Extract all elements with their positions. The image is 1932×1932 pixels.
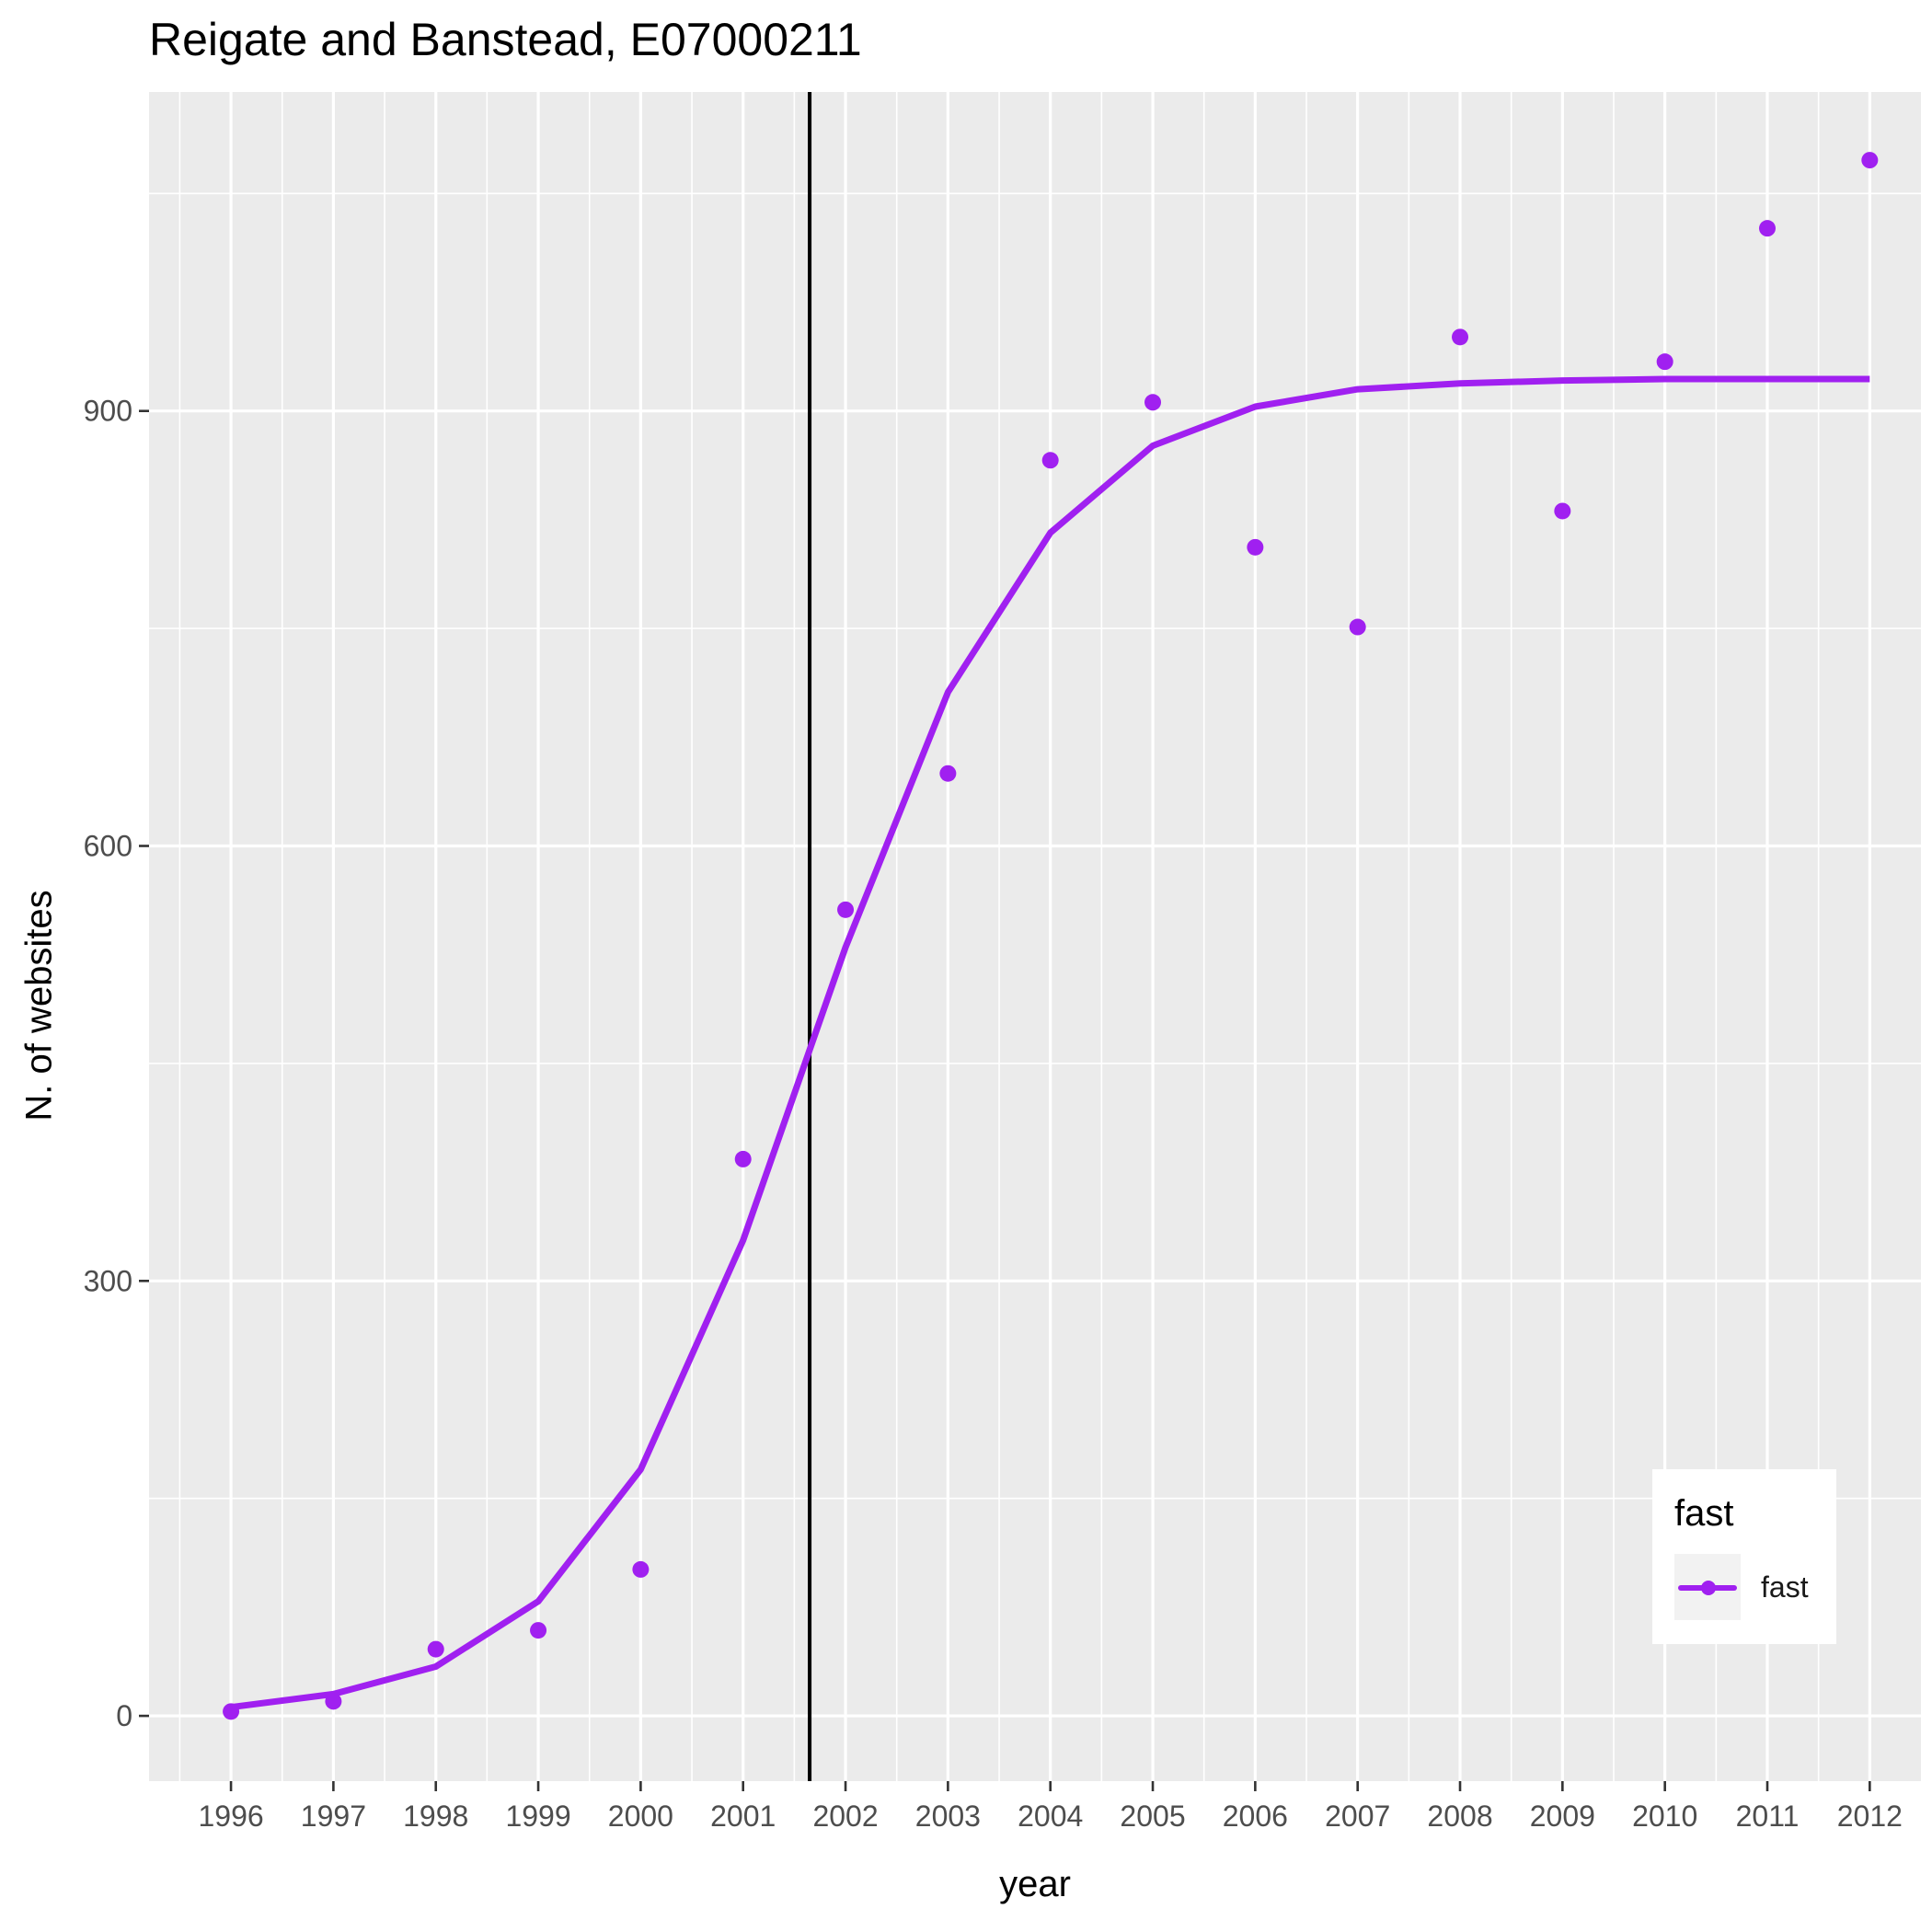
x-tick-label: 1998 [403,1800,468,1833]
data-point [1041,452,1059,469]
chart-title: Reigate and Banstead, E07000211 [149,14,862,65]
y-axis-label: N. of websites [18,890,60,1121]
x-tick-label: 2012 [1837,1800,1903,1833]
x-tick-label: 2004 [1018,1800,1083,1833]
x-tick-label: 2009 [1530,1800,1595,1833]
x-tick-label: 2003 [915,1800,981,1833]
data-point [632,1560,650,1578]
x-tick-label: 2001 [710,1800,776,1833]
plot-panel [149,92,1921,1781]
x-axis-label: year [999,1864,1071,1904]
y-tick-label: 600 [84,830,132,863]
legend-key [1674,1554,1741,1620]
data-point [1656,353,1673,371]
data-point [1554,502,1571,520]
x-tick-label: 2008 [1427,1800,1492,1833]
legend-title: fast [1674,1493,1734,1534]
data-point [939,765,957,782]
y-tick-label: 900 [84,395,132,428]
data-point [530,1622,547,1639]
data-point [427,1640,444,1658]
y-axis: 0 300 600 900 [84,395,149,1732]
data-point [1144,394,1162,411]
data-point [1247,538,1264,556]
y-tick-label: 0 [116,1699,132,1732]
series-line-fast [230,375,1870,1711]
data-point [1861,152,1879,169]
data-point [1759,220,1777,237]
data-point [1349,618,1366,636]
x-tick-label: 2002 [812,1800,878,1833]
x-tick-label: 2000 [608,1800,673,1833]
y-tick-label: 300 [84,1264,132,1297]
x-tick-label: 2006 [1223,1800,1288,1833]
x-tick-label: 2010 [1632,1800,1697,1833]
x-tick-label: 2007 [1325,1800,1390,1833]
legend-key-dot [1701,1581,1716,1595]
legend: fast fast [1652,1469,1836,1644]
x-tick-label: 2005 [1120,1800,1185,1833]
x-tick-label: 1997 [301,1800,366,1833]
data-points [223,152,1879,1720]
data-point [325,1693,342,1710]
x-tick-label: 1996 [198,1800,263,1833]
data-point [223,1703,240,1720]
data-point [734,1150,752,1167]
x-tick-label: 2011 [1736,1800,1800,1833]
minor-gridlines [149,92,1921,1781]
x-tick-label: 1999 [505,1800,570,1833]
data-point [837,901,855,918]
legend-entry-label: fast [1761,1570,1809,1604]
data-point [1452,328,1469,346]
x-axis: 1996 1997 1998 1999 2000 2001 2002 2003 2004 2005… [198,1781,1903,1833]
